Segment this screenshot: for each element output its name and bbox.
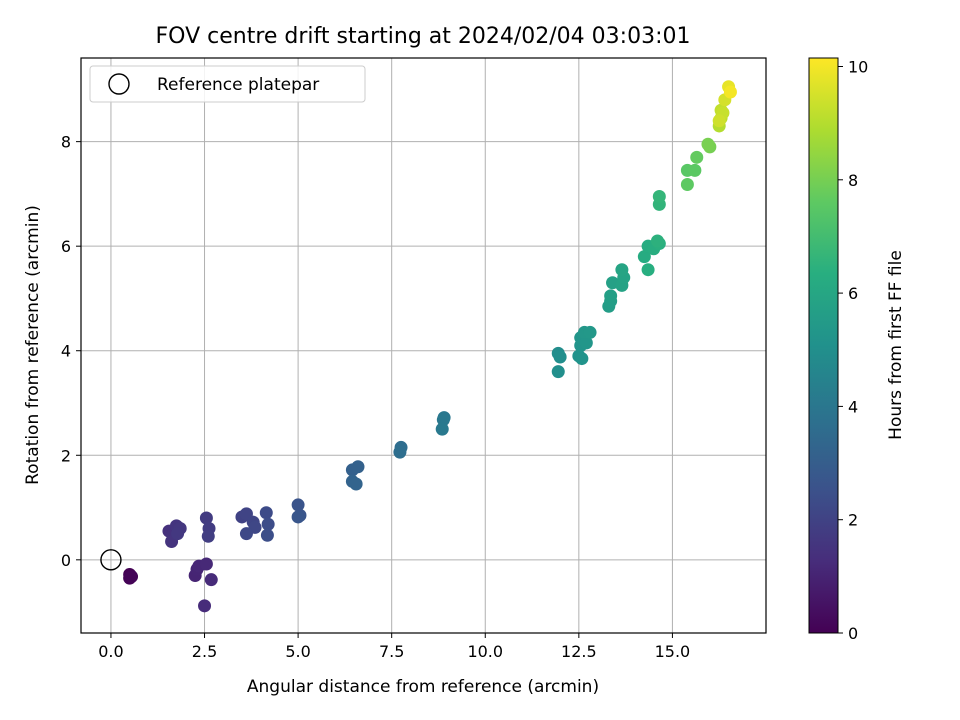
data-point [349, 477, 363, 491]
y-axis-ticks: 0 2 4 6 8 [61, 133, 81, 570]
legend-entry-reference-platepar: Reference platepar [157, 75, 319, 95]
legend: Reference platepar [89, 65, 366, 103]
data-points [123, 80, 737, 613]
x-axis-label: Angular distance from reference (arcmin) [247, 677, 599, 697]
data-point [125, 570, 139, 584]
grid-lines [81, 58, 766, 633]
x-tick-label: 10.0 [467, 642, 503, 661]
legend-box [89, 65, 366, 103]
reference-platepar-marker [100, 549, 122, 571]
data-point [291, 498, 305, 512]
x-tick-label: 15.0 [655, 642, 691, 661]
data-point [199, 511, 213, 525]
x-tick-label: 12.5 [561, 642, 597, 661]
data-point [239, 527, 253, 541]
y-tick-label: 4 [61, 342, 71, 361]
colorbar-tick-label: 0 [848, 624, 858, 643]
data-point [204, 573, 218, 587]
data-point [575, 352, 589, 366]
data-point [393, 445, 407, 459]
colorbar-tick-label: 10 [848, 57, 868, 76]
data-point [259, 506, 273, 520]
data-point [723, 85, 737, 99]
colorbar-label: Hours from first FF file [886, 250, 906, 440]
plot-frame [80, 57, 767, 634]
data-point [201, 529, 215, 543]
data-point [553, 350, 567, 364]
colorbar [808, 57, 839, 634]
legend-marker-circle [108, 73, 130, 95]
data-point [652, 190, 666, 204]
x-tick-label: 7.5 [379, 642, 404, 661]
y-tick-label: 2 [61, 446, 71, 465]
colorbar-ticks: 0 2 4 6 8 10 [838, 57, 868, 643]
data-point [435, 422, 449, 436]
x-tick-label: 2.5 [192, 642, 217, 661]
data-point [261, 517, 275, 531]
data-point [641, 263, 655, 277]
data-point [712, 114, 726, 128]
data-point [199, 557, 213, 571]
data-point [680, 178, 694, 191]
data-point [551, 365, 565, 379]
colorbar-tick-label: 4 [848, 397, 858, 416]
data-point [579, 336, 593, 350]
data-point [604, 289, 618, 303]
data-point [351, 460, 365, 474]
data-point [171, 527, 185, 541]
data-point [690, 150, 704, 164]
data-point [260, 528, 274, 542]
x-tick-label: 5.0 [285, 642, 310, 661]
data-point [701, 137, 715, 151]
colorbar-tick-label: 2 [848, 511, 858, 530]
y-axis-label: Rotation from reference (arcmin) [23, 205, 43, 485]
y-tick-label: 8 [61, 133, 71, 152]
data-point [688, 163, 702, 177]
data-point [615, 263, 629, 277]
colorbar-tick-label: 8 [848, 171, 858, 190]
colorbar-tick-label: 6 [848, 284, 858, 303]
y-tick-label: 0 [61, 551, 71, 570]
data-point [436, 413, 450, 427]
data-point [637, 250, 651, 264]
x-axis-ticks: 0.0 2.5 5.0 7.5 10.0 12.5 15.0 [98, 633, 690, 661]
data-point [583, 325, 597, 339]
y-tick-label: 6 [61, 237, 71, 256]
chart-title: FOV centre drift starting at 2024/02/04 … [156, 24, 691, 49]
reference-point [100, 549, 122, 571]
data-point [198, 599, 212, 613]
data-point [291, 510, 305, 524]
x-tick-label: 0.0 [98, 642, 123, 661]
data-point [650, 234, 664, 248]
